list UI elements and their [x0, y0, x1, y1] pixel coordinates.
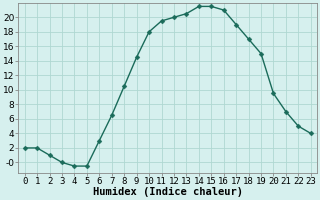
- X-axis label: Humidex (Indice chaleur): Humidex (Indice chaleur): [93, 187, 243, 197]
